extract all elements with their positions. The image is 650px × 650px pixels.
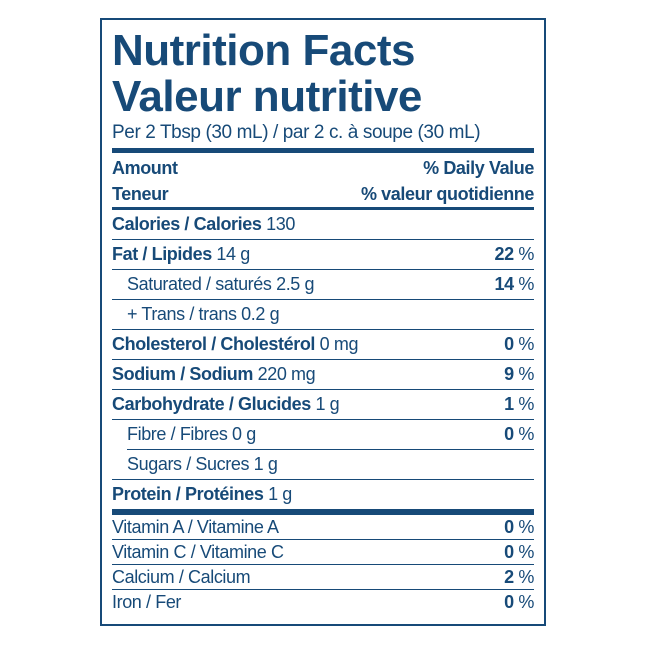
row-vitamin-c: Vitamin C / Vitamine C 0 %	[112, 540, 534, 565]
title-english: Nutrition Facts	[112, 26, 415, 75]
percent-sign: %	[518, 394, 534, 414]
nutrient-name: Protein / Protéines	[112, 484, 264, 504]
nutrient-name: Sugars / Sucres 1 g	[127, 454, 278, 474]
nutrient-name: Fibre / Fibres 0 g	[127, 424, 256, 444]
daily-value: 2	[504, 566, 514, 587]
row-carbohydrate: Carbohydrate / Glucides 1 g 1 %	[112, 390, 534, 420]
nutrient-name: Calories / Calories	[112, 214, 262, 234]
nutrient-name: Fat / Lipides	[112, 244, 212, 264]
percent-sign: %	[518, 274, 534, 294]
nutrient-name: + Trans / trans 0.2 g	[127, 304, 280, 324]
daily-value: 0	[504, 516, 514, 537]
nutrient-amount: 0 mg	[319, 334, 359, 354]
percent-sign: %	[518, 541, 534, 562]
percent-sign: %	[518, 424, 534, 444]
percent-sign: %	[518, 334, 534, 354]
row-cholesterol: Cholesterol / Cholestérol 0 mg 0 %	[112, 330, 534, 360]
nutrient-name: Carbohydrate / Glucides	[112, 394, 311, 414]
daily-value: 1	[504, 394, 514, 414]
daily-value: 14	[494, 274, 515, 294]
serving-size: Per 2 Tbsp (30 mL) / par 2 c. à soupe (3…	[112, 120, 534, 153]
nutrient-name: Vitamin A / Vitamine A	[112, 516, 279, 537]
daily-value: 9	[504, 364, 514, 384]
daily-value-header: % Daily Value	[423, 158, 534, 178]
row-trans: + Trans / trans 0.2 g	[112, 300, 534, 330]
percent-sign: %	[518, 566, 534, 587]
nutrient-name: Saturated / saturés 2.5 g	[127, 274, 315, 294]
daily-value: 0	[504, 334, 514, 354]
row-vitamin-a: Vitamin A / Vitamine A 0 %	[112, 515, 534, 540]
nutrient-amount: 220 mg	[257, 364, 316, 384]
nutrient-amount: 1 g	[268, 484, 292, 504]
row-fibre: Fibre / Fibres 0 g 0 %	[127, 420, 534, 450]
row-saturated: Saturated / saturés 2.5 g 14 %	[112, 270, 534, 300]
row-fat: Fat / Lipides 14 g 22 %	[112, 240, 534, 270]
percent-sign: %	[518, 591, 534, 612]
row-sodium: Sodium / Sodium 220 mg 9 %	[112, 360, 534, 390]
title-french: Valeur nutritive	[112, 72, 422, 121]
nutrient-name: Vitamin C / Vitamine C	[112, 541, 284, 562]
column-header: Amount % Daily Value Teneur % valeur quoti…	[112, 153, 534, 210]
row-sugars: Sugars / Sucres 1 g	[112, 450, 534, 480]
row-iron: Iron / Fer 0 %	[112, 590, 534, 614]
nutrition-facts-label: Nutrition Facts Valeur nutritive Per 2 T…	[100, 18, 546, 626]
nutrient-amount: 1 g	[315, 394, 340, 414]
daily-value: 22	[494, 244, 515, 264]
daily-value: 0	[504, 541, 514, 562]
percent-sign: %	[518, 516, 534, 537]
teneur-header: Teneur	[112, 184, 169, 204]
nutrient-amount: 14 g	[216, 244, 250, 264]
nutrient-name: Cholesterol / Cholestérol	[112, 334, 316, 354]
nutrient-name: Calcium / Calcium	[112, 566, 251, 587]
nutrient-name: Sodium / Sodium	[112, 364, 253, 384]
row-calcium: Calcium / Calcium 2 %	[112, 565, 534, 590]
percent-sign: %	[518, 244, 534, 264]
valeur-quotidienne-header: % valeur quotidienne	[360, 184, 534, 204]
row-calories: Calories / Calories 130	[112, 210, 534, 240]
daily-value: 0	[504, 591, 514, 612]
daily-value: 0	[504, 424, 514, 444]
nutrient-name: Iron / Fer	[112, 591, 182, 612]
percent-sign: %	[518, 364, 534, 384]
amount-header: Amount	[112, 158, 178, 178]
nutrient-amount: 130	[266, 214, 295, 234]
row-protein: Protein / Protéines 1 g	[112, 480, 534, 515]
